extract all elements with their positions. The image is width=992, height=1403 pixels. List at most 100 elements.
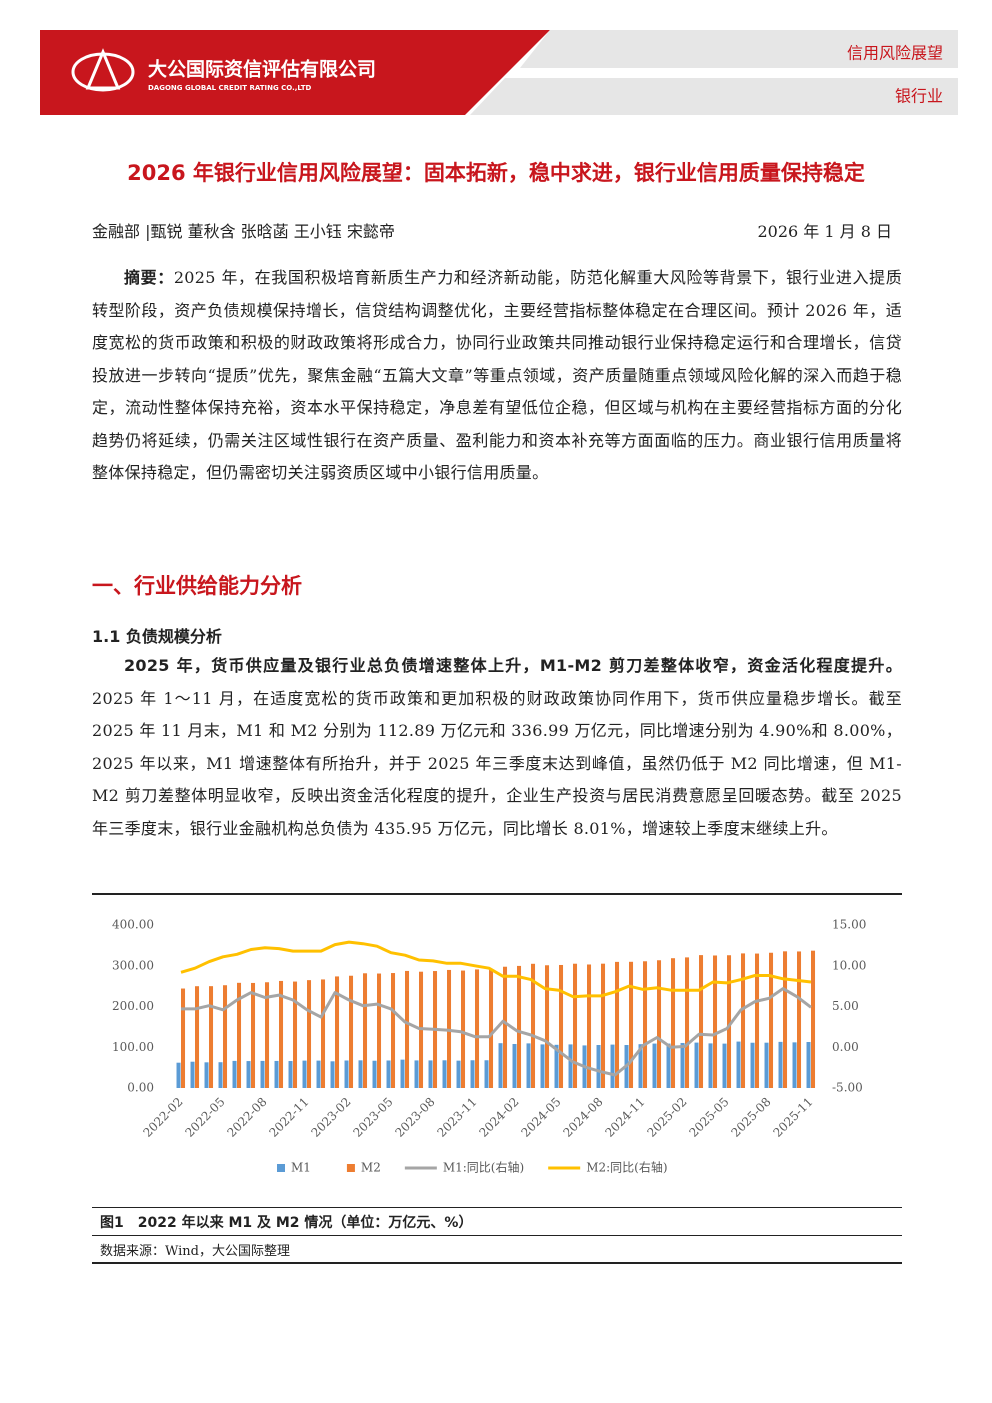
bar (685, 957, 690, 1088)
title: 2026 年银行业信用风险展望：固本拓新，稳中求进，银行业信用质量保持稳定 (127, 161, 865, 185)
bar (456, 1060, 461, 1088)
bar (601, 963, 606, 1088)
bar (288, 1061, 293, 1088)
bar (699, 955, 704, 1088)
bar (559, 964, 564, 1088)
bar (386, 1060, 391, 1088)
rule (92, 1262, 902, 1264)
y-tick-label: 300.00 (112, 958, 154, 972)
bar (260, 1060, 265, 1088)
paragraph: 2025 年，货币供应量及银行业总负债增速整体上升，M1-M2 剪刀差整体收窄，… (92, 650, 902, 845)
chart: 0.00 100.00 200.00 300.00 400.00 -5.00 0.00 5.0… (112, 918, 866, 1175)
date: 2026 年 1 月 8 日 (757, 222, 892, 241)
bar (237, 982, 242, 1088)
bar (349, 975, 354, 1088)
rule (92, 893, 902, 895)
bar (414, 1060, 419, 1088)
logo (85, 48, 121, 90)
legend-label: M1 (291, 1161, 311, 1175)
x-tick-label: 2022-05 (182, 1095, 227, 1140)
bar (223, 985, 228, 1088)
bar (461, 970, 466, 1088)
bar (797, 951, 802, 1088)
bar (531, 963, 536, 1088)
line (180, 940, 812, 999)
bar (251, 982, 256, 1088)
x-tick-label: 2025-02 (644, 1095, 689, 1140)
legend-label: M1:同比(右轴) (443, 1160, 524, 1175)
bar (246, 1061, 251, 1088)
bar (517, 965, 522, 1088)
bar (498, 1043, 503, 1088)
figure-source: 数据来源：Wind，大公国际整理 (100, 1244, 290, 1259)
bar (792, 1042, 797, 1088)
bar (321, 979, 326, 1088)
x-tick-label: 2025-08 (728, 1095, 773, 1140)
bar (176, 1062, 181, 1088)
x-tick-label: 2022-11 (266, 1095, 311, 1140)
bar (783, 951, 788, 1088)
bar (512, 1043, 517, 1088)
bar (694, 1042, 699, 1088)
bar (727, 955, 732, 1088)
bar (629, 961, 634, 1088)
bar (568, 1044, 573, 1088)
bar (503, 966, 508, 1088)
y2-tick-label: 5.00 (832, 999, 859, 1013)
bar (764, 1042, 769, 1088)
bar (218, 1062, 223, 1088)
y-tick-label: 0.00 (127, 1081, 154, 1095)
x-tick-label: 2025-05 (686, 1095, 731, 1140)
company-en: DAGONG GLOBAL CREDIT RATING CO.,LTD (148, 84, 311, 92)
bar (377, 973, 382, 1088)
bar (722, 1043, 727, 1088)
section-heading: 一、行业供给能力分析 (92, 574, 302, 598)
y2-tick-label: 10.00 (832, 958, 866, 972)
bar (713, 955, 718, 1088)
bar (344, 1060, 349, 1088)
tag: 信用风险展望 (847, 44, 943, 63)
bar (554, 1044, 559, 1088)
bar (181, 988, 186, 1088)
bar (232, 1060, 237, 1088)
bar (750, 1042, 755, 1088)
bar (643, 961, 648, 1088)
bar (526, 1043, 531, 1088)
header-band (40, 30, 550, 115)
y-tick-label: 400.00 (112, 918, 154, 932)
y-tick-label: 200.00 (112, 999, 154, 1013)
x-tick-label: 2022-02 (140, 1095, 185, 1140)
bar (274, 1060, 279, 1088)
bar (573, 963, 578, 1088)
bar (587, 964, 592, 1088)
bar (358, 1060, 363, 1088)
bar (596, 1045, 601, 1088)
bar (391, 973, 396, 1088)
x-tick-label: 2022-08 (224, 1095, 269, 1140)
x-tick-label: 2024-05 (518, 1095, 563, 1140)
bar (680, 1042, 685, 1088)
paragraph-text: 2025 年 1～11 月，在适度宽松的货币政策和更加积极的财政政策协同作用下，… (92, 688, 902, 838)
y2-tick-label: -5.00 (832, 1081, 863, 1095)
bar (372, 1060, 377, 1088)
y-tick-label: 100.00 (112, 1040, 154, 1054)
bar (811, 950, 816, 1088)
bar (489, 968, 494, 1088)
bar (307, 980, 312, 1088)
authors: 金融部 |甄锐 董秋含 张晗菡 王小钰 宋懿帝 (92, 222, 395, 241)
bar (545, 965, 550, 1088)
bar (400, 1059, 405, 1088)
legend-label: M2 (361, 1161, 381, 1175)
figure-caption: 图1 2022 年以来 M1 及 M2 情况（单位：万亿元、%） (100, 1215, 473, 1231)
bar (484, 1060, 489, 1088)
abstract-label: 摘要： (124, 268, 174, 287)
company-cn: 大公国际资信评估有限公司 (148, 58, 376, 81)
tag: 银行业 (895, 87, 943, 106)
bar (442, 1060, 447, 1088)
bar (428, 1060, 433, 1088)
x-tick-label: 2023-05 (350, 1095, 395, 1140)
bar (209, 986, 214, 1088)
bar (806, 1041, 811, 1088)
bar (190, 1061, 195, 1088)
